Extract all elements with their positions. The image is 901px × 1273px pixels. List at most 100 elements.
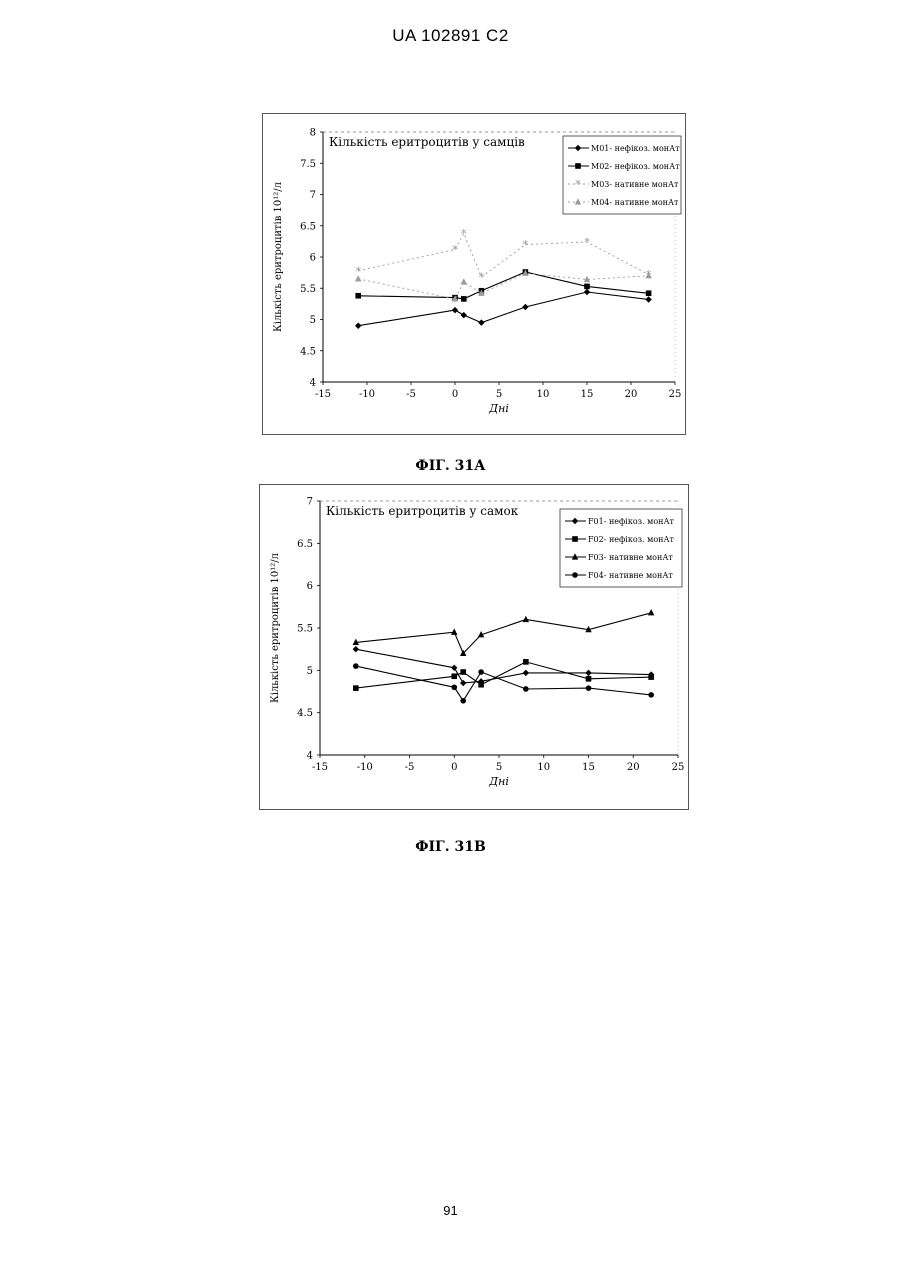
data-point xyxy=(478,319,484,325)
data-point: * xyxy=(523,239,529,252)
data-point xyxy=(648,674,654,680)
legend-entry: M03- нативне монАт xyxy=(591,180,679,189)
legend-entry: M02- нефікоз. монАт xyxy=(591,162,680,171)
data-point xyxy=(646,290,652,296)
x-tick-label: 25 xyxy=(672,762,685,773)
y-tick-label: 4.5 xyxy=(300,346,316,357)
x-tick-label: 10 xyxy=(537,762,550,773)
y-tick-label: 5.5 xyxy=(300,284,316,295)
data-point xyxy=(461,296,467,302)
data-point xyxy=(523,616,529,622)
series-line xyxy=(358,273,648,299)
y-tick-label: 6.5 xyxy=(300,221,316,232)
series-2 xyxy=(355,269,651,301)
chart-31b-svg: 44.555.566.57-15-10-50510152025ДніКількі… xyxy=(260,485,688,809)
series-line xyxy=(356,662,651,688)
data-point: * xyxy=(584,236,590,249)
series-3: ******* xyxy=(355,227,651,284)
data-point xyxy=(460,669,466,675)
y-tick-label: 7 xyxy=(310,190,316,201)
data-point xyxy=(523,659,529,665)
legend-marker: * xyxy=(575,178,581,191)
x-tick-label: 0 xyxy=(451,762,457,773)
y-tick-label: 8 xyxy=(310,128,316,139)
data-point xyxy=(523,670,529,676)
series-line xyxy=(356,666,651,701)
data-point: * xyxy=(452,244,458,257)
legend: F01- нефікоз. монАт F02- нефікоз. монАт F0… xyxy=(560,509,682,587)
data-point xyxy=(584,284,590,290)
y-tick-label: 5 xyxy=(310,315,316,326)
chart-title: Кількість еритроцитів у самок xyxy=(326,504,519,518)
legend-marker xyxy=(572,536,578,542)
x-tick-label: -15 xyxy=(312,762,328,773)
legend: M01- нефікоз. монАтM02- нефікоз. монАт*M… xyxy=(563,136,681,214)
data-point xyxy=(586,676,592,682)
x-tick-label: 5 xyxy=(496,762,502,773)
y-tick-label: 4 xyxy=(307,751,313,762)
y-tick-label: 6.5 xyxy=(297,539,313,550)
legend-entry: F01- нефікоз. монАт xyxy=(588,517,675,526)
data-point xyxy=(586,685,592,691)
legend-entry: F02- нефікоз. монАт xyxy=(588,535,675,544)
y-tick-label: 6 xyxy=(307,581,313,592)
document-header: UA 102891 C2 xyxy=(0,26,901,46)
x-tick-label: 20 xyxy=(627,762,640,773)
y-tick-label: 6 xyxy=(310,253,316,264)
data-point xyxy=(353,685,359,691)
data-point: * xyxy=(479,271,485,284)
y-axis-label: Кількість еритроцитів 10¹²/л xyxy=(273,182,284,332)
x-tick-label: 25 xyxy=(669,389,682,400)
page-number: 91 xyxy=(0,1203,901,1218)
y-tick-label: 5 xyxy=(307,666,313,677)
y-tick-label: 5.5 xyxy=(297,624,313,635)
x-tick-label: 10 xyxy=(537,389,550,400)
x-axis-label: Дні xyxy=(488,402,509,415)
series-line xyxy=(358,233,648,277)
data-point xyxy=(451,628,457,634)
series-3 xyxy=(353,609,655,656)
y-axis-label: Кількість еритроцитів 10¹²/л xyxy=(270,553,281,703)
data-point xyxy=(353,663,359,669)
data-point: * xyxy=(461,227,467,240)
data-point xyxy=(478,682,484,688)
chart-31b: 44.555.566.57-15-10-50510152025ДніКількі… xyxy=(259,484,689,810)
chart-31a: 4 4.5 5 5.5 6 6.5 7 7.5 8 -15 -10 -5 0 5 10 15 20 25 Дні Кі… xyxy=(262,113,686,435)
x-tick-label: -5 xyxy=(406,389,416,400)
chart-31a-svg: 4 4.5 5 5.5 6 6.5 7 7.5 8 -15 -10 -5 0 5 10 15 20 25 Дні Кі… xyxy=(263,114,685,434)
y-tick-label: 7.5 xyxy=(300,159,316,170)
y-tick-label: 4 xyxy=(310,378,316,389)
series-1 xyxy=(355,289,652,329)
data-point xyxy=(461,278,467,284)
data-point xyxy=(353,646,359,652)
x-tick-label: 5 xyxy=(496,389,502,400)
x-tick-label: 15 xyxy=(581,389,594,400)
data-point xyxy=(451,684,457,690)
data-point xyxy=(452,307,458,313)
x-tick-label: -10 xyxy=(357,762,373,773)
x-tick-label: -15 xyxy=(315,389,331,400)
data-point xyxy=(451,673,457,679)
data-point xyxy=(645,296,651,302)
data-point xyxy=(355,323,361,329)
legend-marker xyxy=(575,163,581,169)
x-axis-label: Дні xyxy=(488,775,509,788)
data-point xyxy=(451,665,457,671)
data-point xyxy=(478,669,484,675)
data-point xyxy=(460,698,466,704)
legend-entry: F03- нативне монАт xyxy=(588,553,673,562)
x-tick-label: 15 xyxy=(582,762,595,773)
legend-marker xyxy=(572,572,578,578)
figure-caption-31a: ФІГ. 31А xyxy=(0,458,901,474)
x-tick-label: 20 xyxy=(625,389,638,400)
data-point xyxy=(648,609,654,615)
series-line xyxy=(356,613,651,654)
x-tick-label: -10 xyxy=(359,389,375,400)
data-point xyxy=(523,686,529,692)
legend-entry: F04- нативне монАт xyxy=(588,571,673,580)
data-point xyxy=(460,680,466,686)
data-point xyxy=(648,692,654,698)
y-tick-label: 7 xyxy=(307,497,313,508)
data-point xyxy=(522,304,528,310)
x-tick-label: 0 xyxy=(452,389,458,400)
